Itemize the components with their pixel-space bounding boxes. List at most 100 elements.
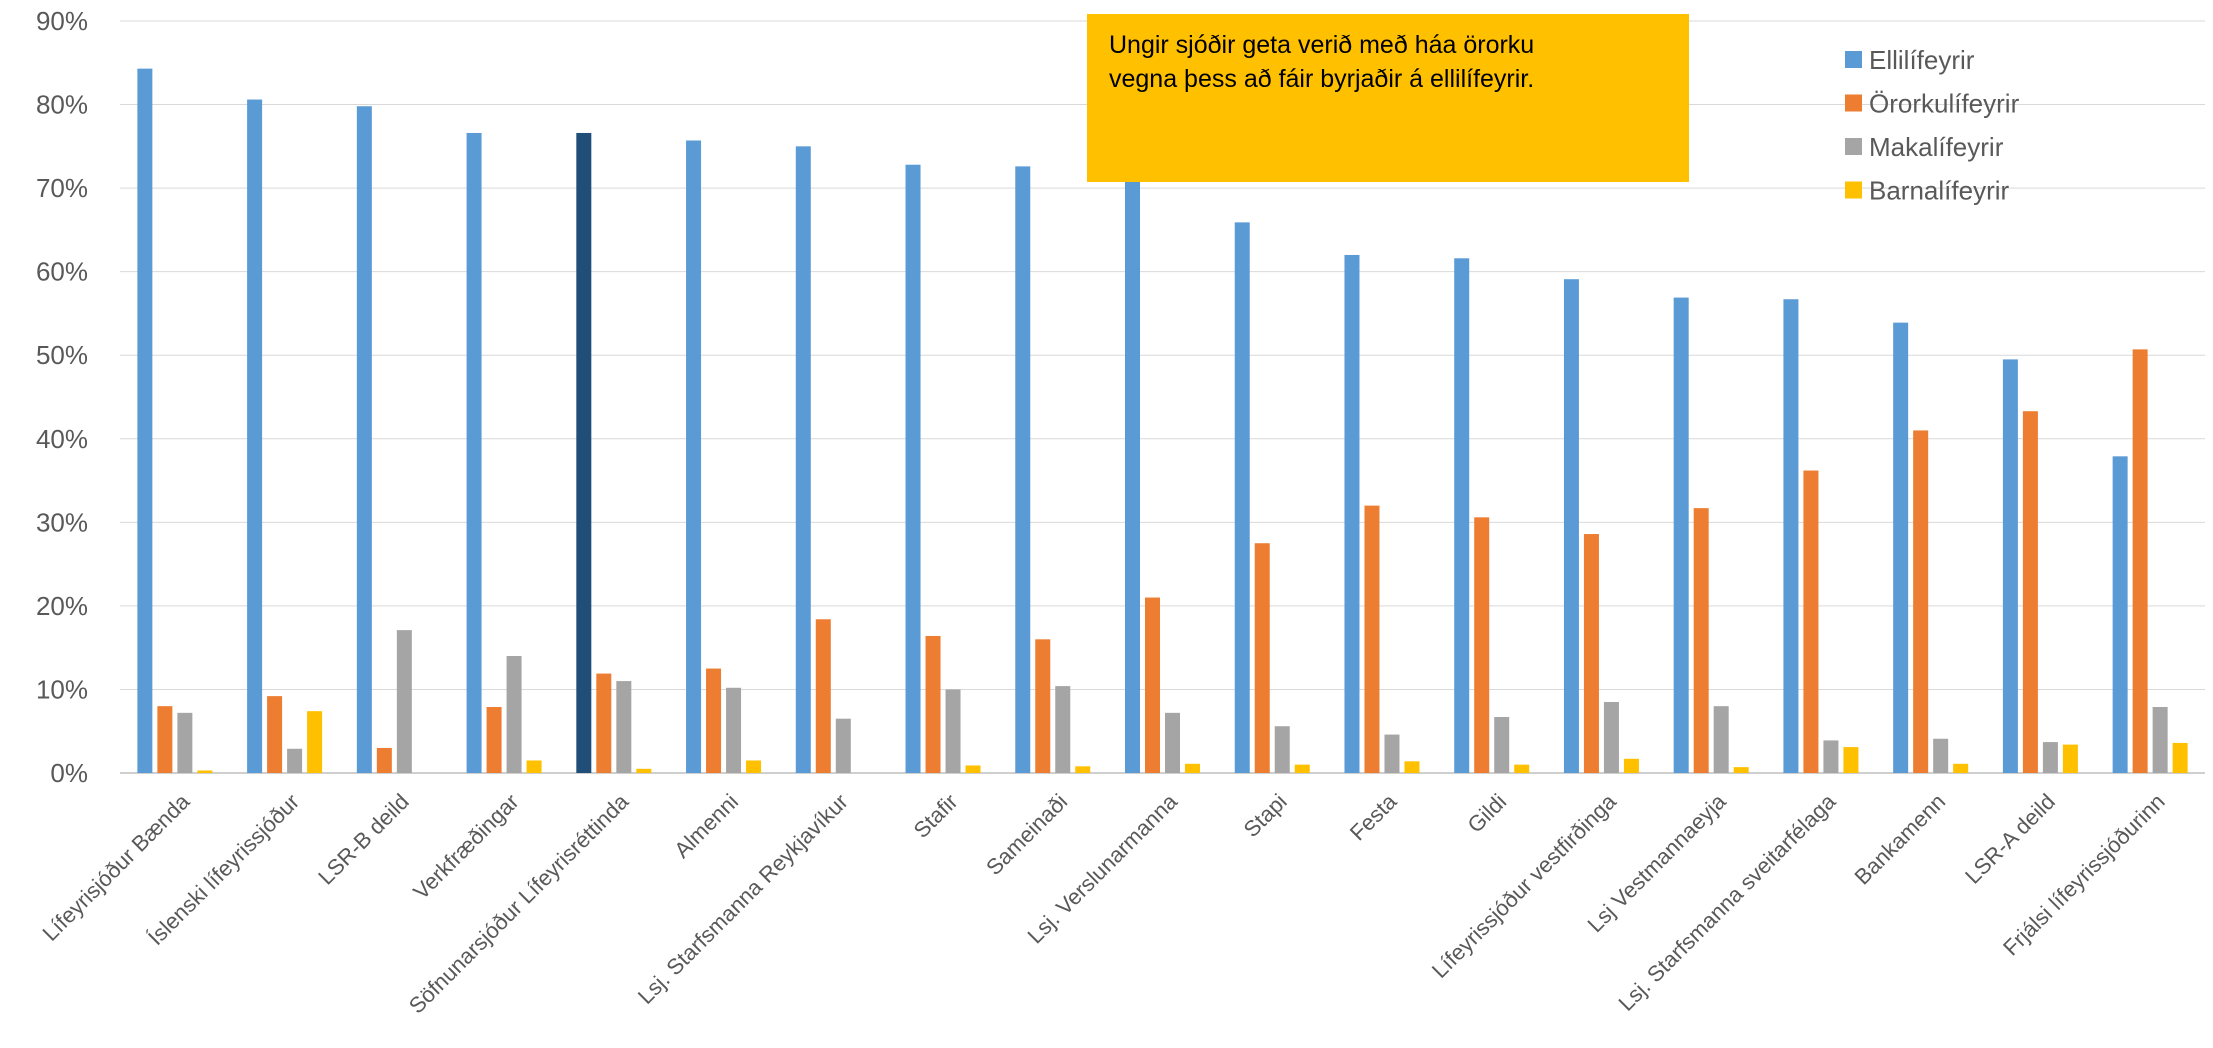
bar bbox=[1713, 706, 1729, 773]
bar bbox=[835, 718, 851, 773]
bar bbox=[1075, 766, 1091, 773]
bar bbox=[1623, 758, 1639, 773]
bar bbox=[1474, 517, 1490, 773]
bar bbox=[1185, 763, 1200, 773]
bar bbox=[1404, 761, 1420, 773]
y-tick-label: 10% bbox=[36, 674, 88, 704]
bar bbox=[1234, 222, 1250, 773]
legend-swatch bbox=[1845, 138, 1862, 155]
bar bbox=[576, 132, 592, 773]
x-tick-label: Lsj. Starfsmanna sveitarfélaga bbox=[1614, 788, 1841, 1015]
bar bbox=[815, 619, 831, 773]
bar bbox=[1843, 747, 1859, 773]
legend-label: Örorkulífeyrir bbox=[1869, 89, 2020, 119]
bar bbox=[1035, 639, 1051, 773]
bar bbox=[1583, 534, 1599, 773]
annotation-line-2: vegna þess að fáir byrjaðir á ellilífeyr… bbox=[1109, 65, 1535, 93]
bar bbox=[1494, 717, 1510, 773]
x-tick-label: Sameinaði bbox=[981, 789, 1072, 880]
bar bbox=[1015, 166, 1031, 774]
bar bbox=[1125, 181, 1140, 774]
bar bbox=[2042, 742, 2058, 773]
bar bbox=[197, 770, 213, 773]
bar bbox=[596, 673, 612, 773]
y-tick-label: 80% bbox=[36, 90, 88, 120]
bar bbox=[356, 106, 372, 773]
x-tick-label: Verkfræðingar bbox=[408, 789, 523, 904]
bar bbox=[686, 140, 702, 774]
bar bbox=[2022, 411, 2038, 773]
bar bbox=[1454, 258, 1470, 773]
x-tick-label: LSR-B deild bbox=[313, 789, 414, 890]
annotation-line-1: Ungir sjóðir geta verið með háa örorku bbox=[1109, 31, 1535, 59]
x-tick-label: Bankamenn bbox=[1849, 789, 1950, 890]
bar bbox=[307, 711, 323, 773]
bar bbox=[376, 747, 392, 773]
x-tick-label: Lsj. Starfsmanna Reykjavíkur bbox=[633, 789, 853, 1009]
x-tick-label: LSR-A deild bbox=[1960, 789, 2060, 889]
bar bbox=[506, 656, 522, 773]
bar bbox=[2002, 359, 2018, 773]
bar bbox=[1274, 726, 1290, 773]
x-tick-label: Stapi bbox=[1239, 789, 1292, 842]
bar bbox=[1783, 299, 1799, 773]
y-tick-label: 20% bbox=[36, 591, 88, 621]
bar bbox=[746, 760, 762, 773]
bar bbox=[925, 635, 941, 773]
bar bbox=[1953, 763, 1969, 773]
bar bbox=[247, 99, 263, 773]
bar bbox=[157, 706, 173, 773]
y-tick-label: 50% bbox=[36, 340, 88, 370]
bar bbox=[1803, 470, 1819, 773]
bar bbox=[396, 630, 412, 773]
y-tick-label: 40% bbox=[36, 424, 88, 454]
bar bbox=[905, 164, 921, 773]
bar bbox=[2112, 456, 2128, 773]
bar bbox=[2172, 742, 2188, 773]
y-tick-label: 0% bbox=[50, 758, 88, 788]
x-tick-label: Söfnunarsjóður Lífeyrisréttinda bbox=[404, 788, 634, 1018]
legend-label: Ellilífeyrir bbox=[1869, 45, 1975, 75]
bar bbox=[1165, 712, 1180, 773]
legend-swatch bbox=[1845, 51, 1862, 68]
bar bbox=[177, 712, 193, 773]
bar bbox=[1933, 738, 1949, 773]
x-tick-label: Almenni bbox=[669, 789, 743, 863]
bars bbox=[137, 68, 2188, 774]
bar bbox=[636, 768, 652, 773]
bar bbox=[616, 681, 632, 773]
legend-label: Makalífeyrir bbox=[1869, 132, 2004, 162]
bar bbox=[1733, 767, 1749, 773]
bar bbox=[137, 68, 153, 774]
bar bbox=[1344, 254, 1360, 773]
x-tick-label: Lífeyrissjóður vestfirðinga bbox=[1427, 788, 1622, 983]
bar bbox=[726, 687, 742, 773]
bar bbox=[965, 765, 981, 773]
legend-swatch bbox=[1845, 181, 1862, 199]
y-tick-label: 60% bbox=[36, 257, 88, 287]
bar bbox=[1603, 701, 1619, 773]
bar bbox=[526, 760, 542, 773]
bar bbox=[1294, 764, 1310, 773]
bar bbox=[486, 706, 502, 773]
bar bbox=[945, 689, 961, 773]
bar bbox=[795, 146, 811, 774]
bar bbox=[2062, 744, 2078, 773]
bar bbox=[267, 696, 283, 773]
bar bbox=[1254, 543, 1270, 773]
bar bbox=[706, 668, 722, 773]
bar bbox=[2152, 706, 2168, 773]
bar bbox=[466, 132, 482, 773]
x-tick-label: Gildi bbox=[1462, 789, 1511, 838]
bar bbox=[1823, 740, 1839, 773]
y-tick-label: 90% bbox=[36, 6, 88, 36]
bar bbox=[1514, 764, 1530, 773]
bar bbox=[1145, 597, 1160, 773]
bar bbox=[1693, 508, 1709, 773]
bar bbox=[1364, 505, 1380, 773]
bar bbox=[1055, 686, 1071, 773]
bar bbox=[1563, 279, 1579, 773]
annotation-box: Ungir sjóðir geta verið með háa örorku v… bbox=[1087, 14, 1689, 182]
